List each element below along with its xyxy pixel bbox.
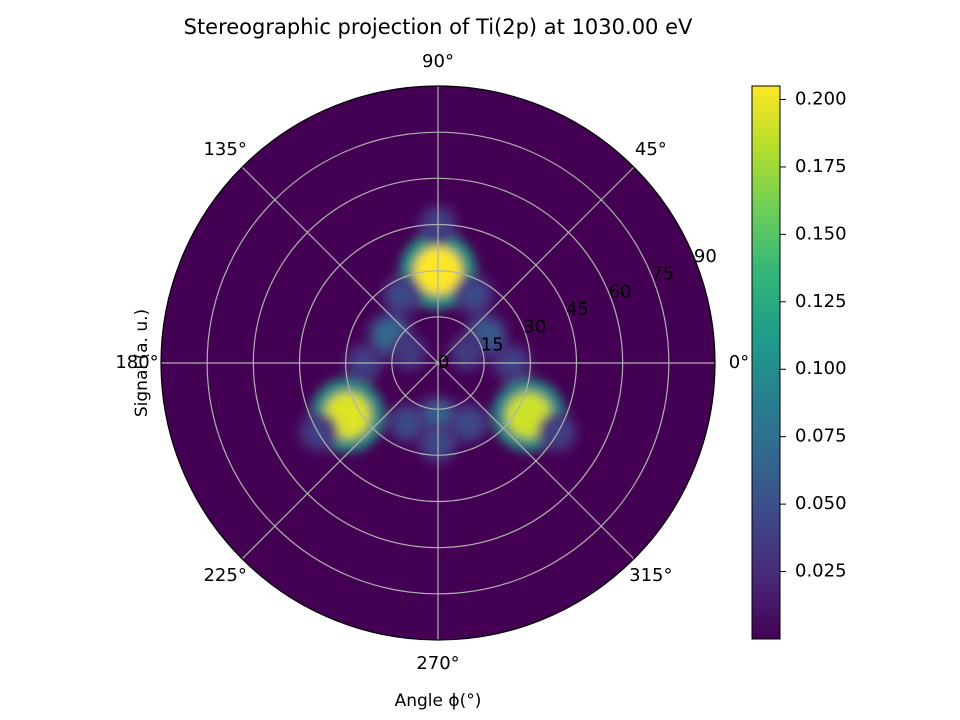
angular-tick-labels: 0° 45° 90° 135° 180° 225° 270° 315°: [115, 51, 749, 674]
angular-gridline: [437, 362, 635, 560]
angular-tick-label: 90°: [422, 51, 454, 72]
angular-tick-label: 45°: [635, 139, 667, 160]
radial-tick-labels: 0 15 30 45 60 75 90: [438, 246, 717, 373]
angular-tick-label: 270°: [416, 653, 459, 674]
polar-frame: [160, 85, 716, 641]
radial-tick-label: 30: [523, 317, 546, 338]
colorbar-tick-label: 0.100: [795, 358, 847, 379]
polar-plot-area: [160, 85, 716, 641]
chart-title: Stereographic projection of Ti(2p) at 10…: [184, 15, 693, 39]
angular-tick-label: 225°: [203, 565, 246, 586]
angular-gridline: [241, 362, 439, 560]
angular-gridline: [437, 166, 635, 364]
angular-tick-label: 0°: [729, 352, 749, 373]
x-axis-label: Angle ϕ(°): [395, 691, 482, 711]
heatmap-spot: [394, 410, 421, 437]
radial-tick-label: 0: [438, 352, 449, 373]
colorbar-tick-label: 0.150: [795, 223, 847, 244]
colorbar-tick-label: 0.075: [795, 426, 847, 447]
colorbar-tick-label: 0.200: [795, 88, 847, 109]
angular-tick-label: 135°: [203, 139, 246, 160]
heatmap-spot: [461, 281, 488, 309]
heatmap-spot: [455, 410, 482, 437]
colorbar: 0.025 0.050 0.075 0.100 0.125 0.150 0.175 0.200: [751, 85, 847, 640]
angular-tick-label: 315°: [629, 565, 672, 586]
heatmap-spot: [454, 340, 480, 365]
colorbar-ticks: 0.025 0.050 0.075 0.100 0.125 0.150 0.175 0.200: [780, 88, 847, 582]
radial-tick-label: 45: [566, 299, 589, 320]
colorbar-tick-label: 0.125: [795, 291, 847, 312]
colorbar-tick-label: 0.175: [795, 156, 847, 177]
radial-tick-label: 15: [481, 334, 504, 355]
colorbar-tick-label: 0.050: [795, 493, 847, 514]
angular-tick-label: 180°: [115, 352, 158, 373]
radial-tick-label: 60: [609, 281, 632, 302]
angular-gridline: [241, 166, 439, 364]
y-axis-label: Signal (a. u.): [132, 309, 152, 417]
radial-tick-label: 90: [694, 246, 717, 267]
colorbar-tick-label: 0.025: [795, 561, 847, 582]
polar-grid: [161, 86, 715, 640]
heatmap-spot: [396, 340, 422, 365]
heatmap-spot: [388, 281, 415, 309]
radial-tick-label: 75: [651, 264, 674, 285]
colorbar-gradient: [751, 85, 781, 640]
